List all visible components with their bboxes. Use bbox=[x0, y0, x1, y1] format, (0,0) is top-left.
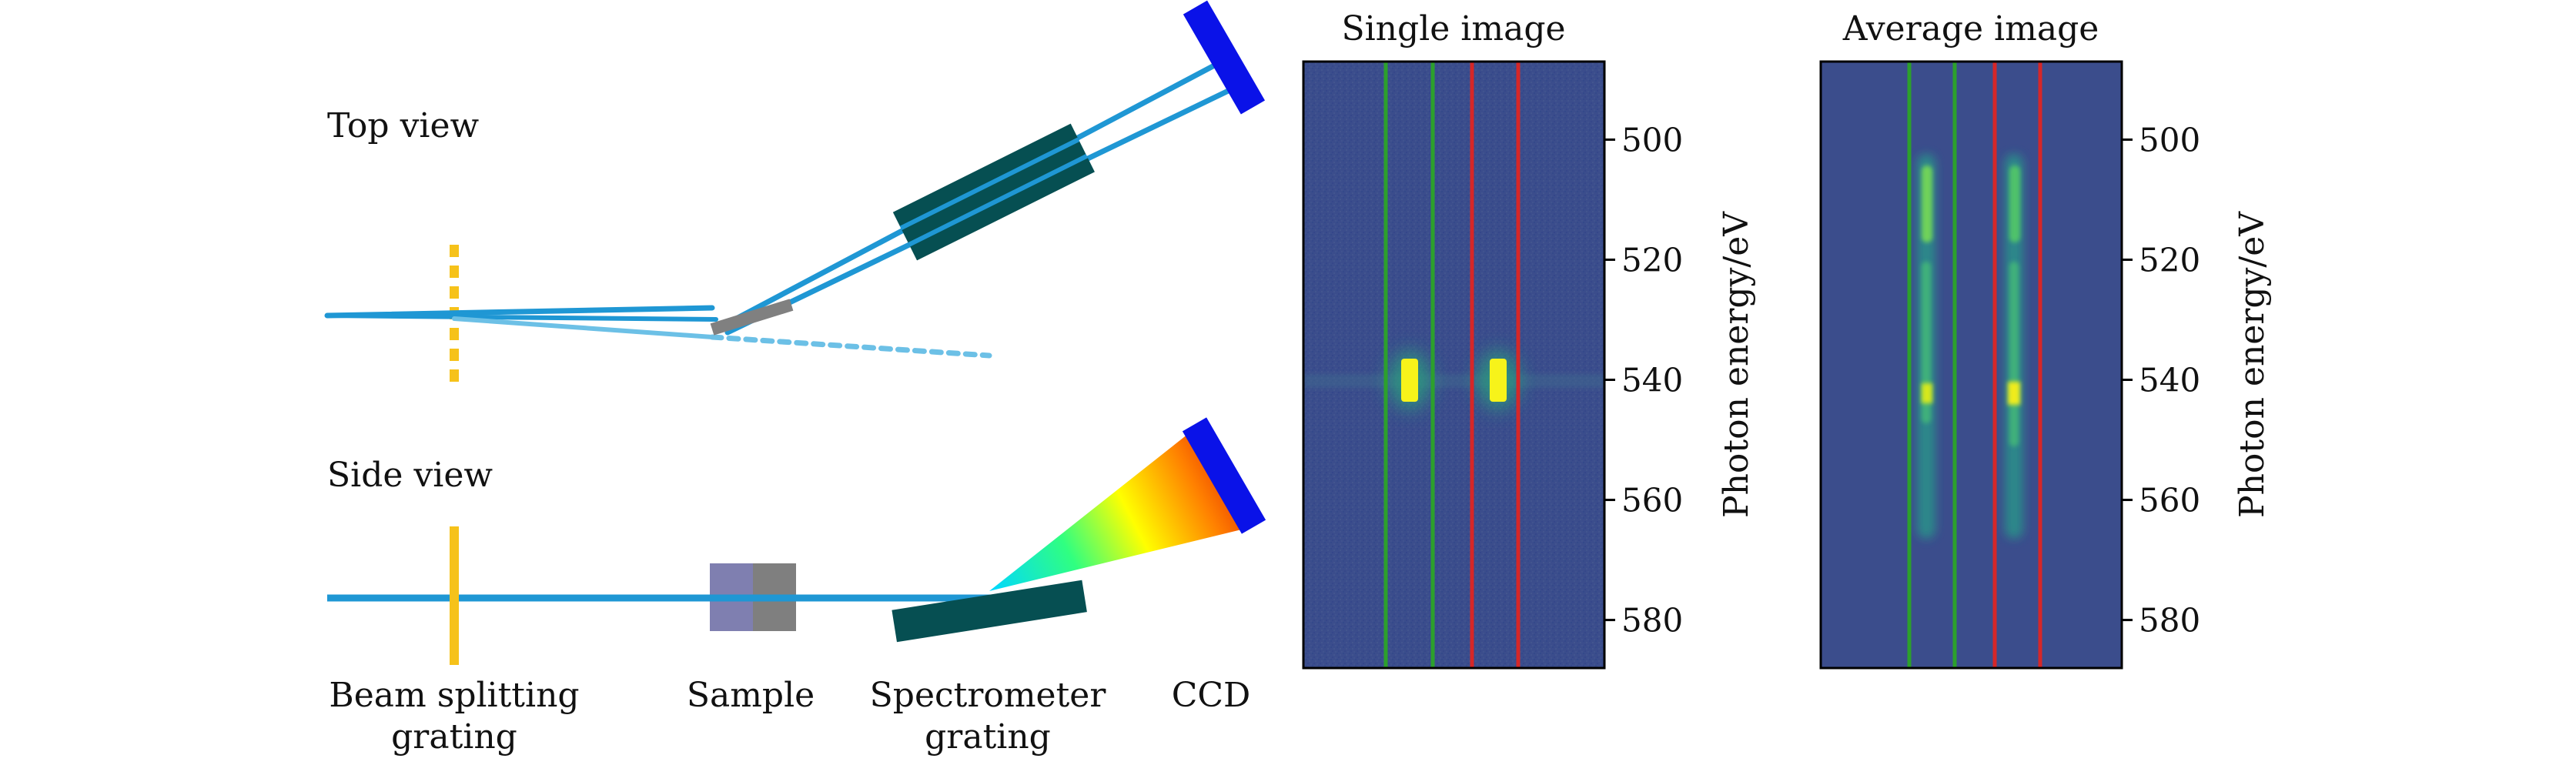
ytick-label: 560 bbox=[1621, 482, 1683, 519]
ytick-label: 580 bbox=[2139, 602, 2200, 640]
single-image-area bbox=[1303, 62, 1604, 668]
label-ccd: CCD bbox=[1172, 676, 1251, 715]
panel-single-image: Single image 500 520 540 560 580 Photon ener… bbox=[1302, 9, 1756, 670]
ytick-label: 520 bbox=[1621, 241, 1683, 279]
ytick-label: 520 bbox=[2139, 241, 2200, 279]
top-view: Top view bbox=[324, 0, 1266, 389]
side-view-label: Side view bbox=[327, 456, 493, 495]
average-ylabel: Photon energy/eV bbox=[2233, 211, 2272, 518]
side-sample bbox=[710, 563, 796, 631]
ytick-label: 540 bbox=[1621, 362, 1683, 399]
top-ccd bbox=[1183, 0, 1266, 115]
panel-average-title: Average image bbox=[1842, 9, 2099, 48]
side-view: Side view bbox=[327, 417, 1266, 665]
top-sample-mirror bbox=[710, 299, 794, 336]
average-streak-right bbox=[2005, 154, 2023, 539]
label-spectrometer-line2: grating bbox=[925, 717, 1051, 757]
average-streak-left bbox=[1917, 154, 1935, 539]
ytick-label: 500 bbox=[2139, 121, 2200, 159]
average-yaxis-ticks: 500 520 540 560 580 bbox=[2122, 121, 2200, 640]
top-spectrometer bbox=[892, 123, 1095, 261]
ytick-label: 580 bbox=[1621, 602, 1683, 640]
single-yaxis-ticks: 500 520 540 560 580 bbox=[1604, 121, 1683, 640]
single-spot-left bbox=[1388, 351, 1431, 409]
ytick-label: 540 bbox=[2139, 362, 2200, 399]
single-spot-right bbox=[1477, 351, 1520, 409]
label-beam-splitting-line2: grating bbox=[391, 717, 517, 757]
average-image-area bbox=[1821, 62, 2122, 668]
component-labels: Beam splitting grating Sample Spectromet… bbox=[329, 676, 1250, 757]
side-spectrometer-grating bbox=[892, 580, 1087, 643]
panel-single-title: Single image bbox=[1341, 9, 1565, 48]
top-view-label: Top view bbox=[327, 106, 480, 145]
ytick-label: 560 bbox=[2139, 482, 2200, 519]
side-dispersion-fan bbox=[989, 431, 1251, 591]
single-ylabel: Photon energy/eV bbox=[1717, 211, 1756, 518]
ytick-label: 500 bbox=[1621, 121, 1683, 159]
label-beam-splitting-line1: Beam splitting bbox=[329, 676, 579, 715]
side-beam-splitting-grating bbox=[450, 526, 459, 665]
side-ccd bbox=[1182, 417, 1266, 534]
label-sample: Sample bbox=[687, 676, 815, 715]
label-spectrometer-line1: Spectrometer bbox=[870, 676, 1107, 715]
